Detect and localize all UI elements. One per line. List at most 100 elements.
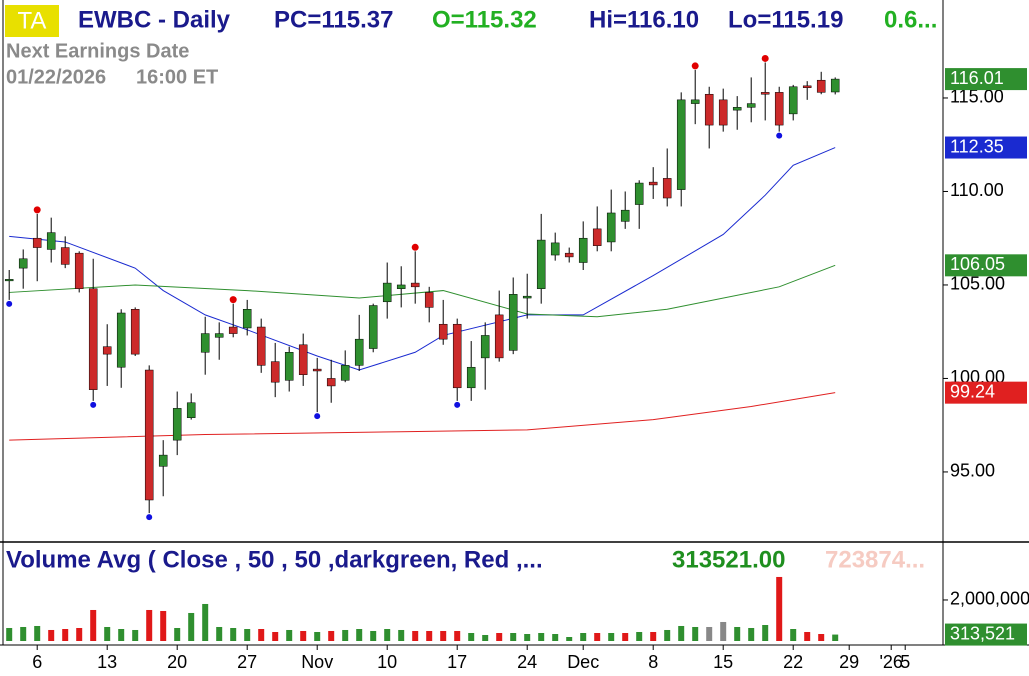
candle-body bbox=[578, 237, 588, 263]
volume-bar bbox=[62, 629, 69, 641]
moving-average bbox=[9, 264, 836, 318]
volume-bar bbox=[622, 633, 629, 641]
candle-body bbox=[298, 344, 308, 375]
price-pane: 95.00100.00105.00110.00115.00112.35106.0… bbox=[4, 54, 1027, 521]
candle-body bbox=[746, 103, 756, 108]
volume-bar bbox=[608, 633, 615, 641]
volume-bar bbox=[678, 625, 685, 641]
volume-bar bbox=[328, 630, 335, 641]
volume-bar bbox=[300, 630, 307, 641]
volume-bar bbox=[342, 629, 349, 641]
candle-body bbox=[214, 333, 224, 338]
volume-bar bbox=[706, 626, 713, 641]
volume-bar bbox=[384, 629, 391, 641]
volume-title: Volume Avg ( Close , 50 , 50 ,darkgreen,… bbox=[6, 546, 543, 573]
candle-body bbox=[634, 182, 644, 205]
volume-bar bbox=[244, 629, 251, 641]
high-marker bbox=[33, 206, 41, 214]
low-marker bbox=[90, 401, 97, 408]
candle-body bbox=[60, 247, 70, 265]
volume-bar bbox=[90, 609, 97, 641]
candle-body bbox=[130, 309, 140, 355]
y-tick-label: 115.00 bbox=[950, 87, 1004, 107]
volume-bar bbox=[552, 634, 559, 641]
volume-bar bbox=[356, 629, 363, 641]
candle-body bbox=[718, 99, 728, 126]
volume-bar bbox=[34, 625, 41, 641]
candle-body bbox=[690, 99, 700, 104]
x-tick-label: Dec bbox=[567, 652, 599, 672]
volume-bar bbox=[636, 631, 643, 641]
volume-bar bbox=[664, 629, 671, 641]
x-tick-label: 29 bbox=[839, 652, 859, 672]
volume-bar bbox=[650, 631, 657, 641]
last-volume-box bbox=[945, 623, 1027, 646]
candle-body bbox=[144, 369, 154, 501]
volume-bar bbox=[482, 634, 489, 641]
high-marker bbox=[761, 54, 769, 62]
low-marker bbox=[6, 300, 13, 307]
candle-body bbox=[396, 284, 406, 289]
volume-bar bbox=[216, 626, 223, 641]
volume-bar bbox=[258, 629, 265, 641]
candle-body bbox=[508, 294, 518, 351]
volume-bar bbox=[496, 633, 503, 641]
candle-body bbox=[228, 326, 238, 334]
candle-body bbox=[592, 228, 602, 246]
candle-body bbox=[326, 378, 336, 387]
candle-body bbox=[382, 282, 392, 303]
candle-body bbox=[480, 335, 490, 359]
candle-body bbox=[102, 346, 112, 355]
high-marker bbox=[411, 243, 419, 251]
volume-bar bbox=[818, 634, 825, 641]
candle-body bbox=[32, 237, 42, 248]
candle-body bbox=[74, 252, 84, 289]
open: O=115.32 bbox=[432, 6, 537, 33]
low-marker bbox=[146, 514, 153, 521]
volume-bar bbox=[104, 626, 111, 641]
x-tick-label: Nov bbox=[301, 652, 333, 672]
volume-bar bbox=[202, 603, 209, 641]
volume-bar bbox=[412, 630, 419, 641]
x-tick-label: 8 bbox=[648, 652, 658, 672]
earnings-date: 01/22/2026 bbox=[6, 66, 106, 88]
volume-pane: 2,000,000 313,521 6 13 20 27 Nov 10 17 24 Dec 8 15 22… bbox=[6, 576, 1029, 672]
volume-bar bbox=[510, 633, 517, 641]
volume-bar bbox=[594, 633, 601, 641]
high-marker bbox=[691, 62, 699, 70]
volume-bar bbox=[790, 629, 797, 641]
last-price-box bbox=[945, 68, 1027, 91]
volume-bar bbox=[174, 627, 181, 641]
last-value-box bbox=[945, 381, 1027, 404]
candle-body bbox=[466, 366, 476, 389]
candle-body bbox=[816, 79, 826, 93]
volume-bar bbox=[580, 633, 587, 641]
last-volume-label: 313,521 bbox=[950, 623, 1015, 643]
last-value-box bbox=[945, 136, 1027, 159]
volume-bar bbox=[762, 625, 769, 641]
volume-bar bbox=[48, 629, 55, 641]
candle-body bbox=[46, 232, 56, 250]
candle-body bbox=[18, 258, 28, 269]
candle-body bbox=[354, 338, 364, 366]
candle-body bbox=[410, 282, 420, 288]
volume-avg2: 723874... bbox=[825, 546, 925, 573]
x-tick-label: 10 bbox=[377, 652, 397, 672]
volume-avg: 313521.00 bbox=[672, 546, 785, 573]
candle-body bbox=[158, 454, 168, 467]
candle-body bbox=[536, 239, 546, 289]
candle-body bbox=[676, 99, 686, 190]
x-tick-label: 15 bbox=[713, 652, 733, 672]
candle-body bbox=[256, 326, 266, 366]
volume-bar bbox=[286, 629, 293, 641]
low-marker bbox=[314, 413, 321, 420]
x-tick-label: 22 bbox=[783, 652, 803, 672]
earnings-label: Next Earnings Date bbox=[6, 40, 189, 62]
volume-bar bbox=[370, 630, 377, 641]
volume-bar bbox=[440, 630, 447, 641]
prev-close: PC=115.37 bbox=[274, 6, 393, 33]
candle-body bbox=[760, 92, 770, 95]
volume-bar bbox=[776, 576, 783, 641]
candle-body bbox=[186, 402, 196, 418]
volume-bar bbox=[132, 629, 139, 641]
